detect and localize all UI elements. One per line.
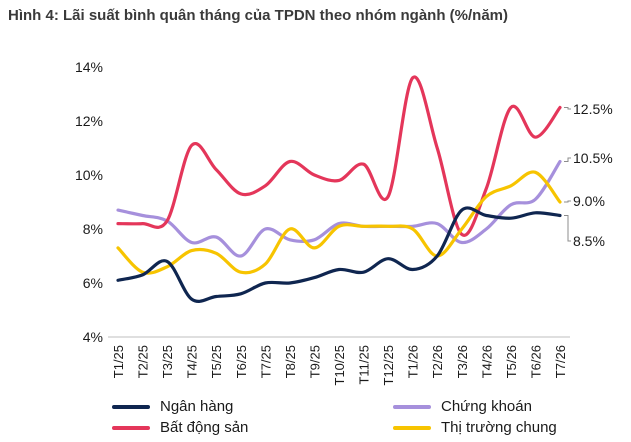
end-label-ngan-hang: 8.5% bbox=[573, 233, 605, 249]
series-line-bat-dong-san bbox=[116, 75, 562, 237]
series-lines bbox=[116, 75, 562, 303]
x-tick-label: T4/25 bbox=[185, 345, 200, 378]
series-line-ngan-hang bbox=[116, 206, 562, 303]
x-tick-label: T2/25 bbox=[136, 345, 151, 378]
x-tick-label: T3/25 bbox=[160, 345, 175, 378]
x-tick-label: T6/25 bbox=[234, 345, 249, 378]
x-tick-label: T3/26 bbox=[455, 345, 470, 378]
y-tick-label: 14% bbox=[75, 59, 103, 75]
chart-title: Hình 4: Lãi suất bình quân tháng của TPD… bbox=[8, 7, 508, 24]
y-axis-ticks: 4% 6% 8% 10% 12% 14% bbox=[75, 59, 103, 345]
end-labels: 8.5% 10.5% 12.5% 9.0% bbox=[564, 101, 613, 249]
y-tick-label: 10% bbox=[75, 167, 103, 183]
x-tick-label: T6/26 bbox=[528, 345, 543, 378]
end-label-chung-khoan: 10.5% bbox=[573, 150, 613, 166]
x-tick-label: T2/26 bbox=[430, 345, 445, 378]
x-tick-label: T7/26 bbox=[553, 345, 568, 378]
x-axis-ticks: T1/25 T2/25 T3/25 T4/25 T5/25 T6/25 T7/25 T8/25… bbox=[111, 345, 568, 385]
x-tick-label: T4/26 bbox=[479, 345, 494, 378]
end-label-leader-chung-khoan bbox=[564, 157, 571, 162]
x-tick-label: T1/25 bbox=[111, 345, 126, 378]
x-tick-label: T5/26 bbox=[504, 345, 519, 378]
x-tick-label: T5/25 bbox=[209, 345, 224, 378]
x-tick-label: T1/26 bbox=[406, 345, 421, 378]
x-tick-label: T11/25 bbox=[357, 345, 372, 385]
y-tick-label: 12% bbox=[75, 113, 103, 129]
end-label-leader-thi-truong-chung bbox=[564, 200, 571, 203]
x-tick-label: T8/25 bbox=[283, 345, 298, 378]
y-tick-label: 4% bbox=[83, 329, 103, 345]
x-tick-label: T7/25 bbox=[258, 345, 273, 378]
series-line-chung-khoan bbox=[116, 159, 562, 258]
series-line-thi-truong-chung bbox=[116, 170, 562, 275]
x-tick-label: T9/25 bbox=[307, 345, 322, 378]
end-label-thi-truong-chung: 9.0% bbox=[573, 193, 605, 209]
end-label-bat-dong-san: 12.5% bbox=[573, 101, 613, 117]
y-tick-label: 6% bbox=[83, 275, 103, 291]
x-tick-label: T10/25 bbox=[332, 345, 347, 385]
end-label-leader-ngan-hang bbox=[564, 215, 571, 242]
end-label-leader-bat-dong-san bbox=[564, 107, 571, 110]
x-tick-label: T12/25 bbox=[381, 345, 396, 385]
y-tick-label: 8% bbox=[83, 221, 103, 237]
